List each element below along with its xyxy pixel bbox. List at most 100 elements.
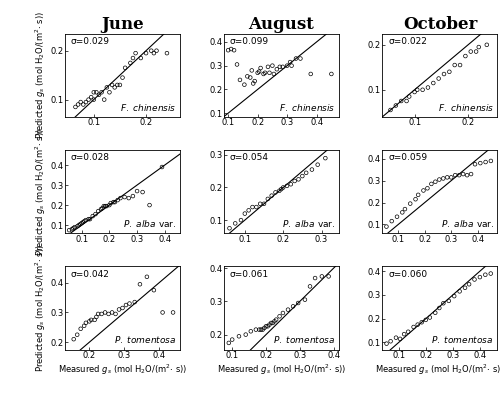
Point — [412, 196, 420, 202]
Y-axis label: Predicted $g_s$ (mol H$_2$O/(m$^2$$\cdot$ s)): Predicted $g_s$ (mol H$_2$O/(m$^2$$\cdot… — [33, 244, 48, 372]
Point — [475, 44, 483, 50]
Point — [86, 216, 94, 222]
Title: August: August — [248, 17, 314, 34]
Point — [418, 319, 426, 325]
Point — [163, 50, 171, 56]
Point — [294, 300, 302, 306]
Point — [111, 199, 119, 205]
Text: σ=0.042: σ=0.042 — [71, 270, 110, 279]
Point — [276, 188, 283, 194]
Point — [103, 84, 111, 90]
Point — [254, 70, 262, 76]
Point — [430, 80, 438, 86]
Point — [318, 273, 326, 280]
Text: $\it{P.}$ $\it{alba}$ var.: $\it{P.}$ $\it{alba}$ var. — [123, 218, 176, 229]
Point — [126, 300, 134, 307]
Y-axis label: Predicted $g_s$ (mol H$_2$O/(m$^2$$\cdot$ s)): Predicted $g_s$ (mol H$_2$O/(m$^2$$\cdot… — [33, 128, 48, 256]
Point — [447, 174, 455, 181]
Point — [306, 283, 314, 290]
Point — [121, 65, 129, 71]
Point — [301, 297, 309, 303]
Point — [440, 175, 448, 182]
Point — [470, 276, 478, 283]
Point — [483, 41, 491, 48]
Point — [294, 176, 302, 182]
Point — [116, 195, 124, 201]
Point — [264, 323, 272, 329]
Point — [241, 211, 249, 217]
Point — [70, 225, 78, 231]
Point — [75, 222, 83, 228]
Point — [440, 71, 448, 77]
Point — [456, 288, 464, 295]
Point — [328, 71, 336, 77]
X-axis label: Measured $g_s$ (mol H$_2$O/(m$^2$$\cdot$ s)): Measured $g_s$ (mol H$_2$O/(m$^2$$\cdot$… — [216, 363, 346, 377]
Point — [233, 61, 241, 68]
Point — [132, 50, 140, 56]
Point — [133, 188, 141, 194]
Point — [465, 281, 473, 288]
Point — [129, 193, 137, 199]
Point — [311, 275, 319, 281]
Point — [424, 85, 432, 91]
Point — [256, 201, 264, 207]
Point — [124, 195, 132, 201]
Point — [129, 55, 137, 61]
Point — [257, 326, 265, 333]
Point — [90, 317, 98, 323]
Point — [246, 74, 254, 81]
Point — [450, 62, 458, 68]
Point — [405, 93, 413, 100]
Text: σ=0.022: σ=0.022 — [388, 37, 427, 46]
Point — [115, 306, 123, 312]
Point — [268, 62, 276, 69]
Point — [440, 300, 448, 307]
Point — [150, 50, 158, 56]
Point — [114, 197, 122, 203]
Point — [420, 187, 428, 194]
Point — [242, 331, 250, 338]
Text: $\it{P.}$ $\it{alba}$ var.: $\it{P.}$ $\it{alba}$ var. — [282, 218, 336, 229]
Point — [143, 274, 151, 280]
Point — [260, 325, 268, 331]
Point — [106, 89, 114, 96]
Text: σ=0.060: σ=0.060 — [388, 270, 428, 279]
Point — [270, 318, 278, 324]
Title: June: June — [101, 17, 144, 34]
Point — [76, 99, 84, 105]
Point — [114, 82, 122, 88]
Point — [278, 64, 286, 70]
Point — [296, 55, 304, 62]
Point — [142, 50, 150, 56]
Point — [283, 183, 291, 189]
Point — [322, 155, 330, 161]
Point — [252, 326, 260, 333]
Point — [98, 89, 106, 96]
Point — [70, 224, 78, 230]
Point — [482, 159, 490, 165]
Point — [428, 181, 436, 187]
Point — [432, 179, 440, 185]
Point — [455, 172, 463, 178]
Point — [462, 53, 469, 59]
Point — [277, 186, 285, 192]
Point — [397, 98, 405, 104]
Point — [148, 47, 156, 54]
Text: $\it{F.}$ $\it{chinensis}$: $\it{F.}$ $\it{chinensis}$ — [279, 102, 336, 113]
X-axis label: Measured $g_s$ (mol H$_2$O/(m$^2$$\cdot$ s)): Measured $g_s$ (mol H$_2$O/(m$^2$$\cdot$… — [376, 363, 500, 377]
Point — [260, 201, 268, 207]
Point — [108, 82, 116, 88]
Point — [456, 62, 464, 68]
Point — [260, 71, 268, 77]
Point — [82, 99, 90, 105]
Point — [94, 208, 102, 214]
Title: October: October — [403, 17, 477, 34]
Point — [86, 318, 94, 325]
Point — [424, 185, 432, 192]
Point — [436, 177, 444, 183]
Point — [288, 62, 296, 69]
Point — [90, 96, 98, 103]
Point — [463, 172, 471, 178]
Point — [400, 331, 408, 337]
Point — [101, 309, 109, 316]
